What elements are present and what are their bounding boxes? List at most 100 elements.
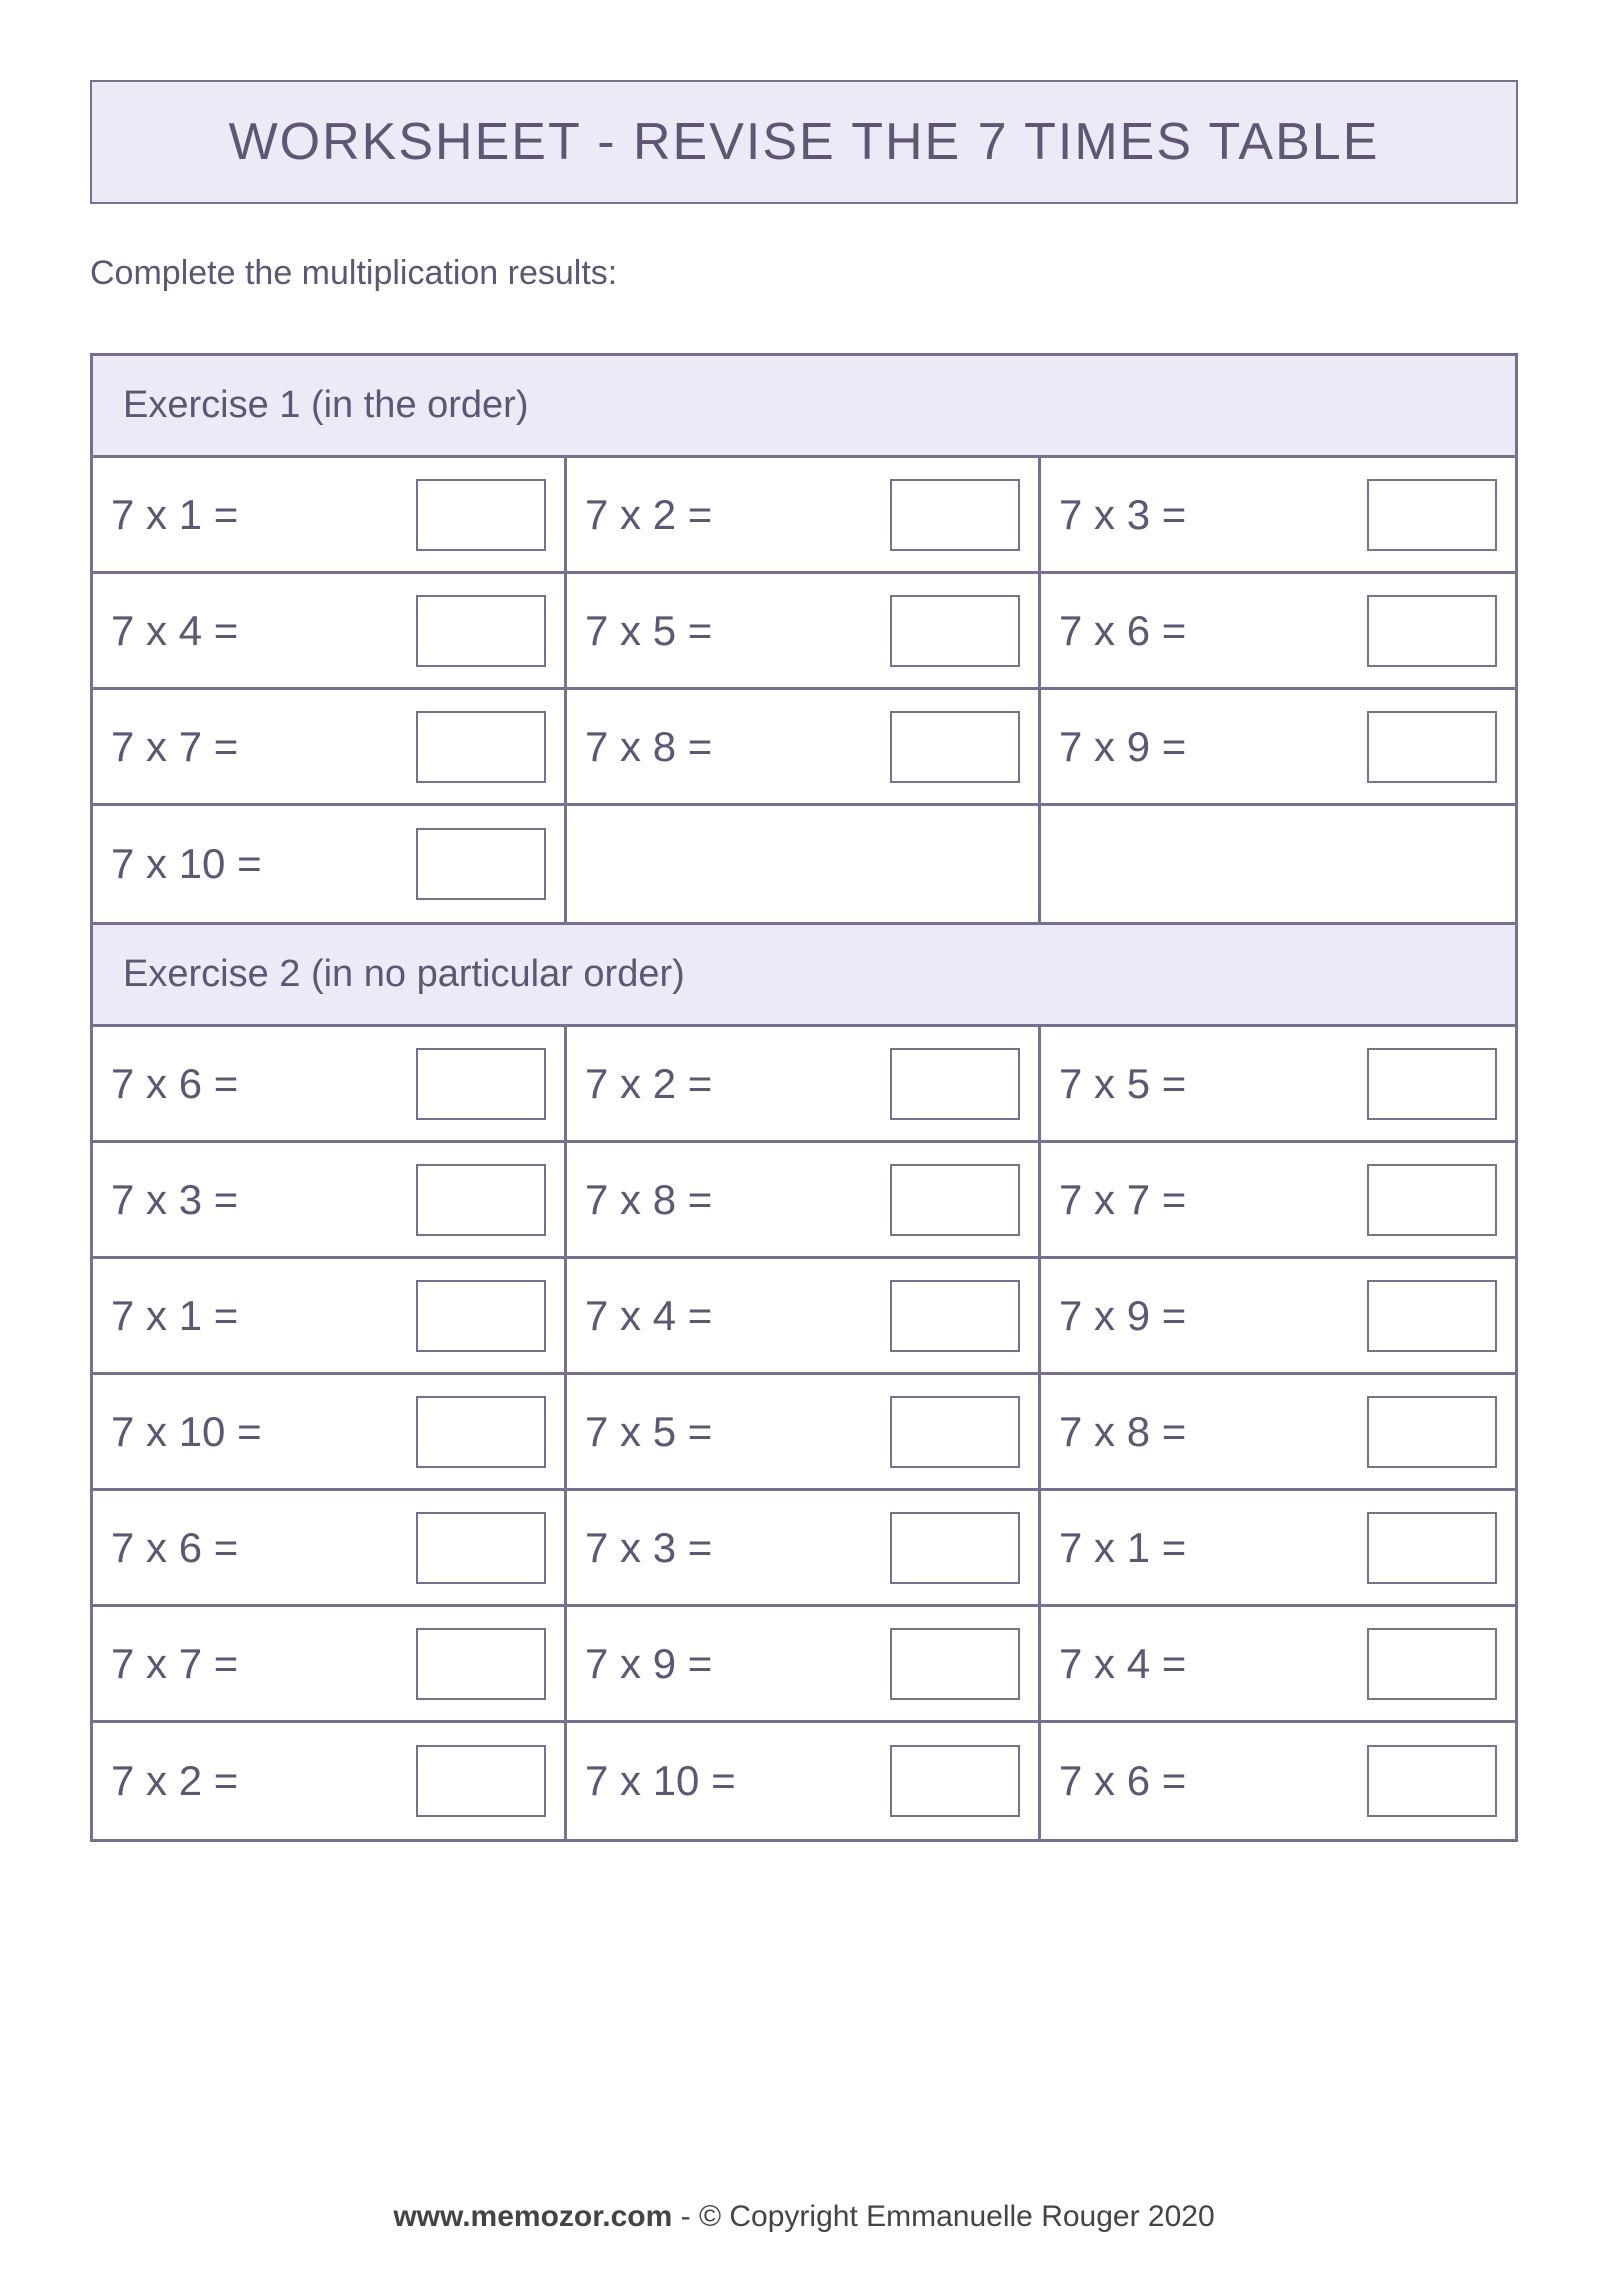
answer-box[interactable]	[890, 711, 1020, 783]
problem-text: 7 x 6 =	[1059, 1757, 1186, 1805]
answer-box[interactable]	[890, 595, 1020, 667]
problem-text: 7 x 9 =	[585, 1640, 712, 1688]
problem-text: 7 x 9 =	[1059, 1292, 1186, 1340]
problem-text: 7 x 6 =	[111, 1060, 238, 1108]
problem-cell: 7 x 6 =	[93, 1491, 567, 1607]
problem-cell: 7 x 2 =	[567, 458, 1041, 574]
problem-text: 7 x 2 =	[585, 491, 712, 539]
answer-box[interactable]	[416, 479, 546, 551]
problem-cell: 7 x 5 =	[567, 574, 1041, 690]
problem-text: 7 x 2 =	[111, 1757, 238, 1805]
problem-cell: 7 x 7 =	[93, 1607, 567, 1723]
problem-cell: 7 x 3 =	[567, 1491, 1041, 1607]
answer-box[interactable]	[1367, 1048, 1497, 1120]
problem-cell: 7 x 3 =	[93, 1143, 567, 1259]
answer-box[interactable]	[890, 1280, 1020, 1352]
problem-text: 7 x 10 =	[111, 1408, 262, 1456]
problem-text: 7 x 8 =	[585, 1176, 712, 1224]
problem-text: 7 x 9 =	[1059, 723, 1186, 771]
problem-text: 7 x 4 =	[111, 607, 238, 655]
answer-box[interactable]	[1367, 595, 1497, 667]
problem-text: 7 x 4 =	[585, 1292, 712, 1340]
problem-text: 7 x 5 =	[585, 1408, 712, 1456]
problem-cell: 7 x 2 =	[93, 1723, 567, 1839]
exercise1-header: Exercise 1 (in the order)	[93, 356, 1515, 458]
problem-text: 7 x 10 =	[111, 840, 262, 888]
problem-text: 7 x 8 =	[585, 723, 712, 771]
problem-cell: 7 x 8 =	[567, 690, 1041, 806]
problem-cell: 7 x 10 =	[93, 1375, 567, 1491]
problem-text: 7 x 5 =	[585, 607, 712, 655]
problem-text: 7 x 1 =	[1059, 1524, 1186, 1572]
problem-text: 7 x 3 =	[111, 1176, 238, 1224]
exercise1-grid: 7 x 1 = 7 x 2 = 7 x 3 = 7 x 4 = 7 x 5 = 7 x 6…	[93, 458, 1515, 922]
problem-text: 7 x 1 =	[111, 1292, 238, 1340]
answer-box[interactable]	[890, 479, 1020, 551]
answer-box[interactable]	[890, 1396, 1020, 1468]
answer-box[interactable]	[1367, 1628, 1497, 1700]
exercise2-grid: 7 x 6 = 7 x 2 = 7 x 5 = 7 x 3 = 7 x 8 = 7 x 7…	[93, 1027, 1515, 1839]
answer-box[interactable]	[1367, 1164, 1497, 1236]
footer: www.memozor.com - © Copyright Emmanuelle…	[0, 2200, 1608, 2234]
answer-box[interactable]	[416, 1048, 546, 1120]
problem-cell: 7 x 9 =	[567, 1607, 1041, 1723]
problem-text: 7 x 8 =	[1059, 1408, 1186, 1456]
answer-box[interactable]	[416, 1280, 546, 1352]
answer-box[interactable]	[890, 1512, 1020, 1584]
answer-box[interactable]	[890, 1164, 1020, 1236]
problem-cell: 7 x 5 =	[567, 1375, 1041, 1491]
problem-cell: 7 x 5 =	[1041, 1027, 1515, 1143]
problem-text: 7 x 10 =	[585, 1757, 736, 1805]
answer-box[interactable]	[1367, 1280, 1497, 1352]
answer-box[interactable]	[416, 828, 546, 900]
problem-cell: 7 x 9 =	[1041, 690, 1515, 806]
worksheet-page: WORKSHEET - REVISE THE 7 TIMES TABLE Com…	[0, 0, 1608, 2274]
answer-box[interactable]	[1367, 479, 1497, 551]
problem-cell: 7 x 1 =	[93, 458, 567, 574]
problem-cell: 7 x 7 =	[1041, 1143, 1515, 1259]
answer-box[interactable]	[1367, 1512, 1497, 1584]
problem-text: 7 x 5 =	[1059, 1060, 1186, 1108]
problem-cell: 7 x 8 =	[567, 1143, 1041, 1259]
problem-cell: 7 x 6 =	[1041, 1723, 1515, 1839]
answer-box[interactable]	[890, 1048, 1020, 1120]
answer-box[interactable]	[1367, 1745, 1497, 1817]
page-title: WORKSHEET - REVISE THE 7 TIMES TABLE	[112, 112, 1496, 172]
problem-cell: 7 x 4 =	[1041, 1607, 1515, 1723]
answer-box[interactable]	[416, 595, 546, 667]
answer-box[interactable]	[1367, 711, 1497, 783]
answer-box[interactable]	[416, 1745, 546, 1817]
title-box: WORKSHEET - REVISE THE 7 TIMES TABLE	[90, 80, 1518, 204]
problem-text: 7 x 3 =	[1059, 491, 1186, 539]
problem-text: 7 x 3 =	[585, 1524, 712, 1572]
problem-text: 7 x 1 =	[111, 491, 238, 539]
answer-box[interactable]	[416, 1396, 546, 1468]
answer-box[interactable]	[416, 711, 546, 783]
problem-cell: 7 x 1 =	[1041, 1491, 1515, 1607]
answer-box[interactable]	[890, 1745, 1020, 1817]
exercises-container: Exercise 1 (in the order) 7 x 1 = 7 x 2 =…	[90, 353, 1518, 1842]
problem-text: 7 x 7 =	[111, 723, 238, 771]
problem-cell: 7 x 10 =	[93, 806, 567, 922]
problem-cell: 7 x 10 =	[567, 1723, 1041, 1839]
problem-cell: 7 x 8 =	[1041, 1375, 1515, 1491]
answer-box[interactable]	[1367, 1396, 1497, 1468]
problem-cell: 7 x 3 =	[1041, 458, 1515, 574]
problem-text: 7 x 6 =	[111, 1524, 238, 1572]
problem-cell: 7 x 4 =	[567, 1259, 1041, 1375]
answer-box[interactable]	[416, 1512, 546, 1584]
answer-box[interactable]	[890, 1628, 1020, 1700]
empty-cell	[567, 806, 1041, 922]
footer-copyright: - © Copyright Emmanuelle Rouger 2020	[672, 2200, 1214, 2233]
problem-text: 7 x 6 =	[1059, 607, 1186, 655]
problem-cell: 7 x 1 =	[93, 1259, 567, 1375]
empty-cell	[1041, 806, 1515, 922]
problem-text: 7 x 4 =	[1059, 1640, 1186, 1688]
problem-text: 7 x 7 =	[111, 1640, 238, 1688]
footer-domain: www.memozor.com	[393, 2200, 672, 2233]
instructions-text: Complete the multiplication results:	[90, 254, 1518, 293]
answer-box[interactable]	[416, 1628, 546, 1700]
problem-cell: 7 x 9 =	[1041, 1259, 1515, 1375]
exercise2-header: Exercise 2 (in no particular order)	[93, 922, 1515, 1027]
answer-box[interactable]	[416, 1164, 546, 1236]
